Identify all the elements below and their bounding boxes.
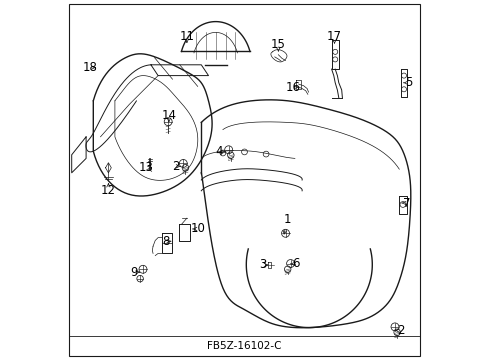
Text: 7: 7 bbox=[402, 197, 410, 210]
Text: 17: 17 bbox=[326, 30, 341, 43]
Text: 12: 12 bbox=[101, 184, 116, 197]
Text: 8: 8 bbox=[162, 235, 169, 248]
Text: 9: 9 bbox=[130, 266, 137, 279]
Text: 3: 3 bbox=[259, 258, 266, 271]
Text: 14: 14 bbox=[161, 109, 176, 122]
Text: 15: 15 bbox=[270, 38, 285, 51]
Text: 6: 6 bbox=[291, 257, 299, 270]
Text: 10: 10 bbox=[190, 222, 205, 235]
Text: 1: 1 bbox=[283, 213, 290, 226]
Text: 5: 5 bbox=[404, 76, 411, 89]
Text: 11: 11 bbox=[179, 30, 194, 42]
Text: 2: 2 bbox=[396, 324, 403, 337]
Text: 2: 2 bbox=[171, 160, 179, 173]
Text: 18: 18 bbox=[83, 61, 98, 74]
Text: 4: 4 bbox=[215, 145, 223, 158]
Text: 16: 16 bbox=[285, 81, 300, 94]
Text: FB5Z-16102-C: FB5Z-16102-C bbox=[207, 341, 281, 351]
Text: 13: 13 bbox=[139, 161, 154, 174]
